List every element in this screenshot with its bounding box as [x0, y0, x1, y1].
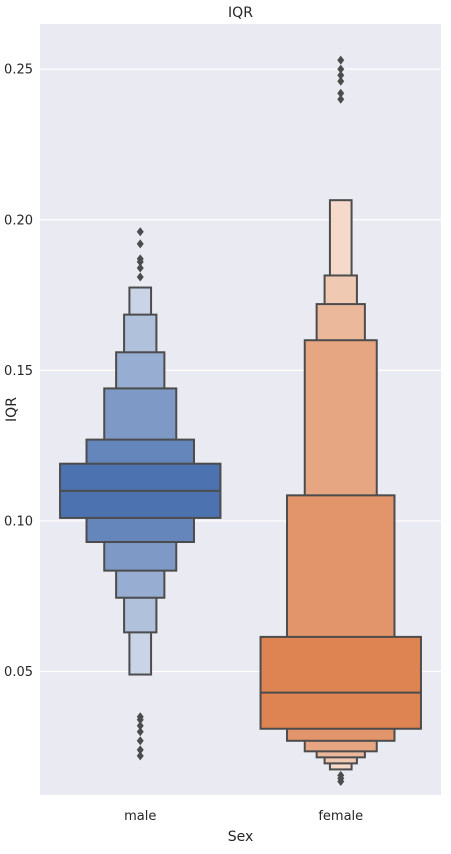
x-tick-labels: male female [124, 809, 363, 824]
outlier-point [136, 239, 144, 249]
y-tick-label: 0.15 [4, 364, 33, 379]
outlier-point [136, 227, 144, 237]
outlier-point [337, 88, 345, 98]
outlier-point [136, 727, 144, 737]
boxen-groups [59, 55, 422, 786]
outlier-point [136, 263, 144, 273]
outlier-point [337, 64, 345, 74]
y-tick-label: 0.05 [4, 665, 33, 680]
outlier-point [136, 751, 144, 761]
outlier-point [337, 55, 345, 65]
y-tick-labels: 0.05 0.10 0.15 0.20 0.25 [4, 63, 33, 680]
outlier-point [136, 745, 144, 755]
outlier-point [337, 76, 345, 86]
x-tick-label: male [124, 809, 156, 824]
boxen-male [59, 227, 222, 761]
outlier-point [337, 770, 345, 780]
x-tick-label: female [318, 809, 363, 824]
outlier-point [337, 70, 345, 80]
outlier-point [136, 736, 144, 746]
outlier-point [136, 272, 144, 282]
y-tick-label: 0.25 [4, 63, 33, 78]
chart-title: IQR [228, 5, 253, 21]
outlier-point [136, 254, 144, 264]
y-tick-label: 0.10 [4, 514, 33, 529]
outlier-point [136, 721, 144, 731]
y-tick-label: 0.20 [4, 213, 33, 228]
outlier-point [337, 94, 345, 104]
x-axis-label: Sex [228, 829, 254, 845]
boxen-female [259, 55, 422, 786]
box-level-1 [259, 635, 422, 730]
y-axis-label: IQR [4, 397, 20, 422]
outlier-point [136, 712, 144, 722]
